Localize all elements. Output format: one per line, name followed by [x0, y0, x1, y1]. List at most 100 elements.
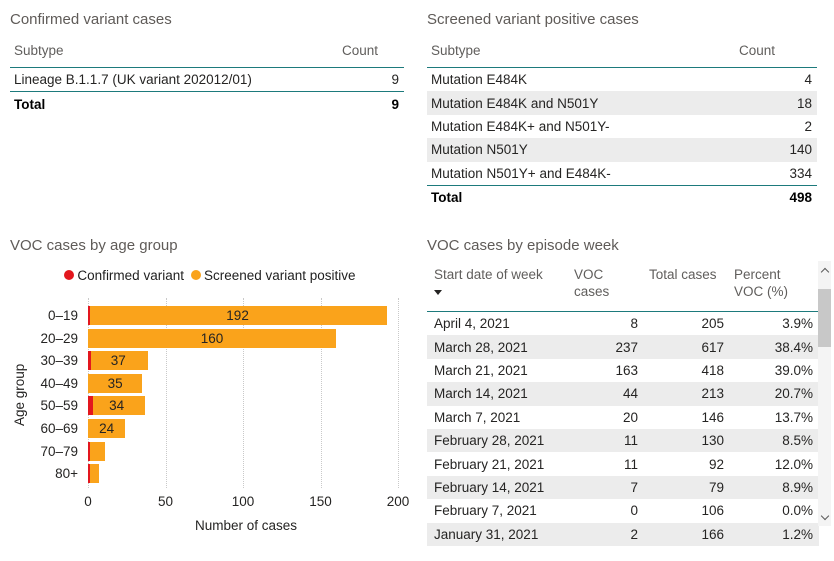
table-body: Mutation E484K 4 Mutation E484K and N501Y 1…	[427, 68, 817, 185]
table-row[interactable]: February 21, 2021 11 92 12.0%	[427, 452, 819, 475]
bar-segment-screened[interactable]	[92, 396, 146, 416]
table-row[interactable]: March 21, 2021 163 418 39.0%	[427, 359, 819, 382]
bar-group[interactable]	[88, 328, 336, 348]
total-label: Total	[431, 190, 463, 206]
total-value: 9	[391, 96, 399, 112]
bar-segment-screened[interactable]	[88, 419, 126, 438]
cell-voc-cases: 11	[623, 456, 638, 472]
cell-percent-voc: 3.9%	[782, 316, 813, 332]
table-row[interactable]: Mutation E484K 4	[427, 68, 817, 91]
cell-start-date: February 7, 2021	[434, 503, 537, 519]
bar-segment-screened[interactable]	[88, 328, 336, 348]
column-header-subtype[interactable]: Subtype	[14, 43, 64, 58]
column-header-count[interactable]: Count	[739, 43, 776, 58]
bar-group[interactable]	[88, 373, 143, 393]
chart-title: VOC cases by age group	[10, 237, 178, 254]
confirmed-variant-cases-panel: Confirmed variant cases Subtype Count Li…	[10, 10, 404, 116]
cell-voc-cases: 11	[623, 433, 638, 449]
bar-group[interactable]	[88, 441, 106, 461]
column-header-percent-voc[interactable]: Percent VOC (%)	[734, 267, 788, 299]
chart-legend: Confirmed variant Screened variant positi…	[10, 266, 410, 284]
cell-start-date: March 7, 2021	[434, 409, 521, 425]
legend-item-confirmed-variant[interactable]: Confirmed variant	[64, 268, 184, 283]
table-row[interactable]: Mutation N501Y 140	[427, 138, 817, 162]
bar-group[interactable]	[88, 351, 149, 371]
bar-group[interactable]	[88, 396, 146, 416]
y-axis-category-label: 80+	[55, 466, 78, 482]
cell-subtype: Mutation E484K+ and N501Y-	[431, 118, 610, 134]
y-axis-category-label: 40–49	[40, 375, 78, 391]
cell-count: 4	[804, 72, 812, 88]
cell-percent-voc: 1.2%	[782, 526, 813, 542]
legend-label: Confirmed variant	[77, 267, 184, 283]
cell-voc-cases: 237	[615, 339, 638, 355]
bar-segment-screened[interactable]	[89, 306, 388, 325]
bar-segment-screened[interactable]	[88, 373, 143, 393]
cell-start-date: March 28, 2021	[434, 339, 528, 355]
scrollbar-thumb[interactable]	[818, 289, 831, 347]
gridline	[320, 298, 322, 488]
table-header-row: Subtype Count	[10, 30, 404, 68]
cell-total-cases: 106	[701, 503, 724, 519]
table-row[interactable]: April 4, 2021 8 205 3.9%	[427, 312, 819, 335]
cell-start-date: April 4, 2021	[434, 316, 510, 332]
table-row[interactable]: February 28, 2021 11 130 8.5%	[427, 428, 819, 453]
bar-segment-screened[interactable]	[89, 441, 106, 461]
table-row[interactable]: Mutation E484K+ and N501Y- 2	[427, 115, 817, 138]
column-header-total-cases[interactable]: Total cases	[649, 267, 717, 282]
legend-item-screened-variant-positive[interactable]: Screened variant positive	[190, 267, 356, 283]
bar-segment-screened[interactable]	[91, 351, 149, 371]
bar-segment-confirmed[interactable]	[88, 441, 90, 461]
table-total-row: Total 498	[427, 184, 817, 209]
table-row[interactable]: Mutation N501Y+ and E484K- 334	[427, 162, 817, 185]
y-axis-category-label: 20–29	[40, 330, 78, 346]
gridline	[165, 298, 167, 488]
bar-segment-confirmed[interactable]	[88, 464, 90, 484]
column-header-voc-cases[interactable]: VOC cases	[574, 267, 610, 299]
table-row[interactable]: January 31, 2021 2 166 1.2%	[427, 522, 819, 546]
bar-group[interactable]	[88, 419, 126, 438]
table-row[interactable]: March 28, 2021 237 617 38.4%	[427, 335, 819, 359]
table-row[interactable]: February 14, 2021 7 79 8.9%	[427, 475, 819, 500]
y-axis-category-label: 30–39	[40, 353, 78, 369]
cell-subtype: Mutation E484K	[431, 72, 528, 88]
x-axis-tick-label: 200	[386, 494, 410, 509]
cell-total-cases: 617	[701, 339, 724, 355]
cell-voc-cases: 2	[630, 526, 638, 542]
y-axis-title: Age group	[12, 363, 27, 427]
cell-total-cases: 130	[701, 433, 724, 449]
legend-label: Screened variant positive	[203, 267, 356, 283]
bar-data-label: 24	[99, 421, 115, 436]
screened-variant-positive-cases-panel: Screened variant positive cases Subtype …	[427, 10, 817, 209]
table-row[interactable]: March 7, 2021 20 146 13.7%	[427, 406, 819, 429]
bar-segment-confirmed[interactable]	[88, 306, 90, 325]
gridline	[88, 298, 89, 488]
bar-segment-confirmed[interactable]	[88, 351, 92, 371]
cell-start-date: February 14, 2021	[434, 479, 545, 495]
bar-segment-confirmed[interactable]	[88, 396, 93, 416]
y-axis-category-label: 60–69	[40, 421, 78, 436]
column-header-start-date[interactable]: Start date of week	[434, 266, 574, 295]
table-row[interactable]: Lineage B.1.1.7 (UK variant 202012/01) 9	[10, 68, 404, 91]
cell-percent-voc: 0.0%	[782, 503, 813, 519]
table-row[interactable]: March 14, 2021 44 213 20.7%	[427, 382, 819, 406]
cell-count: 9	[391, 72, 399, 88]
bar-group[interactable]	[88, 464, 99, 484]
scroll-down-button[interactable]	[818, 510, 831, 524]
bar-segment-screened[interactable]	[89, 464, 99, 484]
column-header-subtype[interactable]: Subtype	[431, 43, 481, 58]
table-body: April 4, 2021 8 205 3.9% March 28, 2021 237 61…	[427, 312, 819, 546]
scroll-up-button[interactable]	[818, 263, 831, 277]
x-axis-tick-label: 100	[231, 494, 255, 509]
scrollbar[interactable]	[818, 261, 831, 526]
cell-count: 334	[789, 165, 812, 181]
table-header-row: Subtype Count	[427, 30, 817, 68]
gridline	[398, 298, 399, 488]
table-row[interactable]: February 7, 2021 0 106 0.0%	[427, 499, 819, 522]
table-row[interactable]: Mutation E484K and N501Y 18	[427, 91, 817, 115]
table-total-row: Total 9	[10, 91, 404, 115]
cell-total-cases: 418	[701, 362, 724, 378]
column-header-count[interactable]: Count	[342, 43, 379, 58]
bar-group[interactable]	[88, 306, 388, 325]
